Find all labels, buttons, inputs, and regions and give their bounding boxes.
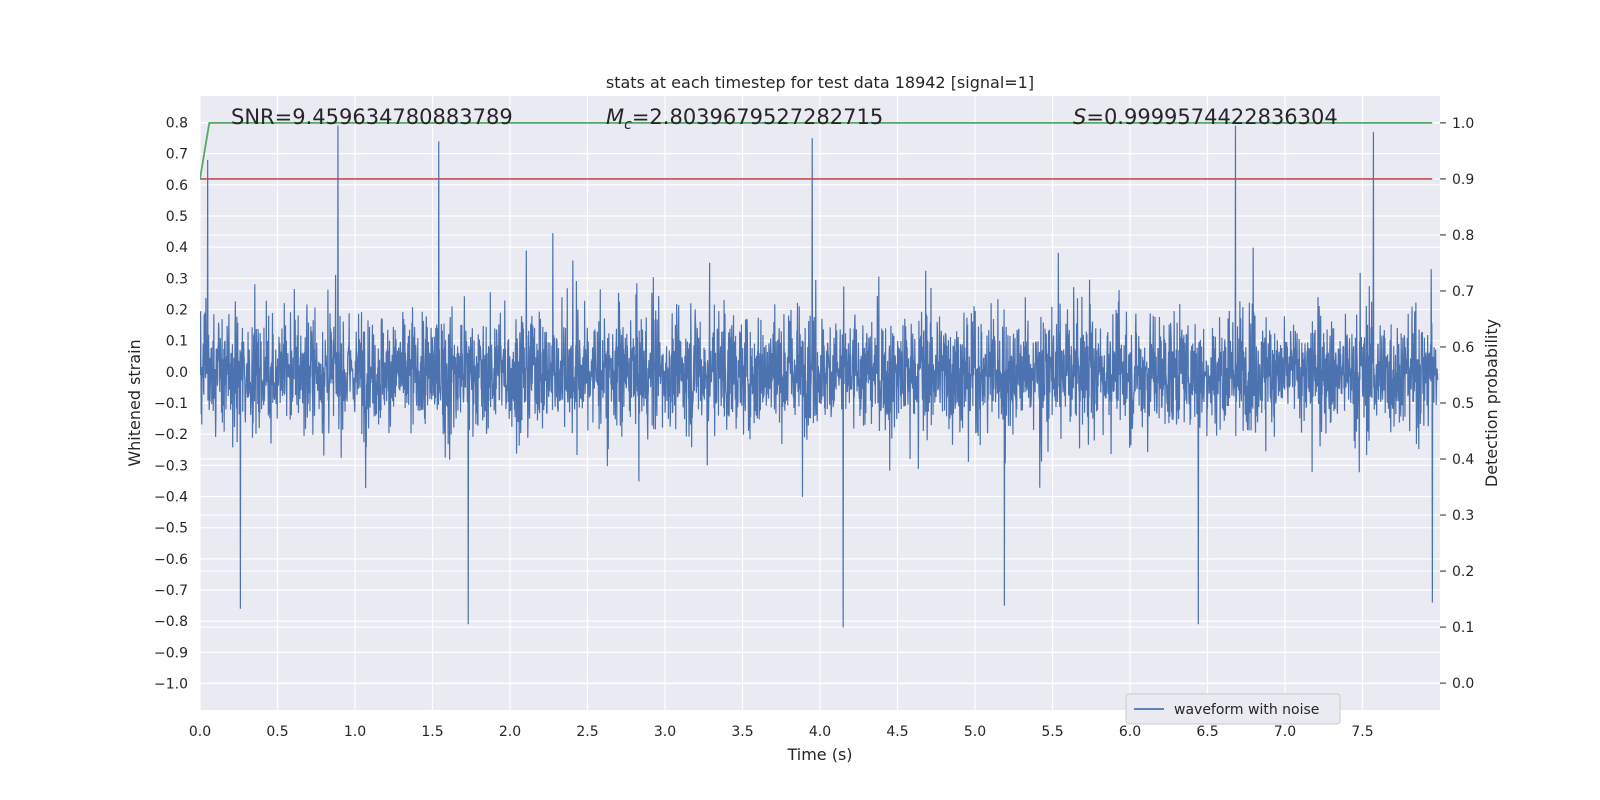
y2-tick-label: 0.8 <box>1452 228 1474 244</box>
chart-title: stats at each timestep for test data 189… <box>606 73 1034 92</box>
y-tick-label: −0.1 <box>154 396 188 412</box>
y-tick-label: −0.8 <box>154 614 188 630</box>
y2-tick-labels: 1.0 0.9 0.8 0.7 0.6 0.5 0.4 0.3 0.2 0.1 0.0 <box>1440 116 1474 692</box>
y-tick-label: 0.4 <box>166 240 188 256</box>
y-tick-label: 0.0 <box>166 365 188 381</box>
chirp-mass-annotation: Mc=2.8039679527282715 <box>606 105 883 133</box>
legend: waveform with noise <box>1125 693 1341 725</box>
x-tick-label: 4.5 <box>886 724 908 740</box>
series-layer <box>200 121 1439 628</box>
y-tick-label: 0.8 <box>166 115 188 131</box>
x-tick-label: 7.5 <box>1351 724 1373 740</box>
y2-tick-label: 0.0 <box>1452 676 1474 692</box>
y-tick-label: 0.5 <box>166 209 188 225</box>
x-tick-label: 2.5 <box>576 724 598 740</box>
y-axis-label: Whitened strain <box>125 339 144 466</box>
y-tick-label: 0.6 <box>166 178 188 194</box>
y-tick-label: −0.2 <box>154 427 188 443</box>
legend-box <box>1125 693 1341 725</box>
y-tick-label: 0.3 <box>166 271 188 287</box>
y-tick-labels: 0.8 0.7 0.6 0.5 0.4 0.3 0.2 0.1 0.0 −0.1 −0.2 −0.3 −… <box>154 115 188 692</box>
s-symbol: S <box>1073 105 1086 129</box>
y-tick-label: −0.3 <box>154 458 188 474</box>
y-tick-label: −0.9 <box>154 645 188 661</box>
x-tick-label: 6.5 <box>1196 724 1218 740</box>
x-tick-label: 4.0 <box>809 724 831 740</box>
y2-tick-label: 1.0 <box>1452 116 1474 132</box>
y2-tick-label: 0.1 <box>1452 620 1474 636</box>
x-tick-label: 5.0 <box>964 724 986 740</box>
y2-tick-label: 0.7 <box>1452 284 1474 300</box>
y-tick-label: −0.6 <box>154 552 188 568</box>
x-axis-label: Time (s) <box>786 745 852 764</box>
x-tick-label: 1.5 <box>421 724 443 740</box>
y-tick-label: −0.4 <box>154 490 188 506</box>
chirp-mass-symbol: M <box>606 105 624 129</box>
x-tick-label: 0.5 <box>266 724 288 740</box>
y2-tick-label: 0.5 <box>1452 396 1474 412</box>
y-tick-label: −1.0 <box>154 677 188 693</box>
y2-tick-label: 0.6 <box>1452 340 1474 356</box>
y2-tick-label: 0.3 <box>1452 508 1474 524</box>
legend-waveform-label: waveform with noise <box>1174 702 1319 718</box>
y2-tick-label: 0.4 <box>1452 452 1474 468</box>
y-tick-label: 0.7 <box>166 147 188 163</box>
y-tick-label: −0.7 <box>154 583 188 599</box>
x-tick-label: 3.0 <box>654 724 676 740</box>
x-tick-label: 3.5 <box>731 724 753 740</box>
x-tick-labels: 0.0 0.5 1.0 1.5 2.0 2.5 3.0 3.5 4.0 4.5 5.0 5.5 6.0 6… <box>189 724 1374 740</box>
y2-tick-label: 0.9 <box>1452 172 1474 188</box>
s-annotation: S=0.9999574422836304 <box>1073 105 1338 129</box>
chirp-mass-value: =2.8039679527282715 <box>632 105 883 129</box>
probability-series <box>200 121 1433 180</box>
x-tick-label: 6.0 <box>1119 724 1141 740</box>
y2-axis-label: Detection probability <box>1482 319 1501 487</box>
y2-tick-label: 0.2 <box>1452 564 1474 580</box>
s-value: =0.9999574422836304 <box>1086 105 1337 129</box>
y-tick-label: 0.2 <box>166 302 188 318</box>
x-tick-label: 5.5 <box>1041 724 1063 740</box>
waveform-series <box>200 125 1439 628</box>
x-tick-label: 2.0 <box>499 724 521 740</box>
chirp-mass-subscript: c <box>624 117 632 133</box>
y-tick-label: −0.5 <box>154 521 188 537</box>
x-tick-label: 1.0 <box>344 724 366 740</box>
x-tick-label: 7.0 <box>1274 724 1296 740</box>
x-tick-label: 0.0 <box>189 724 211 740</box>
y-tick-label: 0.1 <box>166 334 188 350</box>
snr-annotation: SNR=9.459634780883789 <box>231 105 513 129</box>
